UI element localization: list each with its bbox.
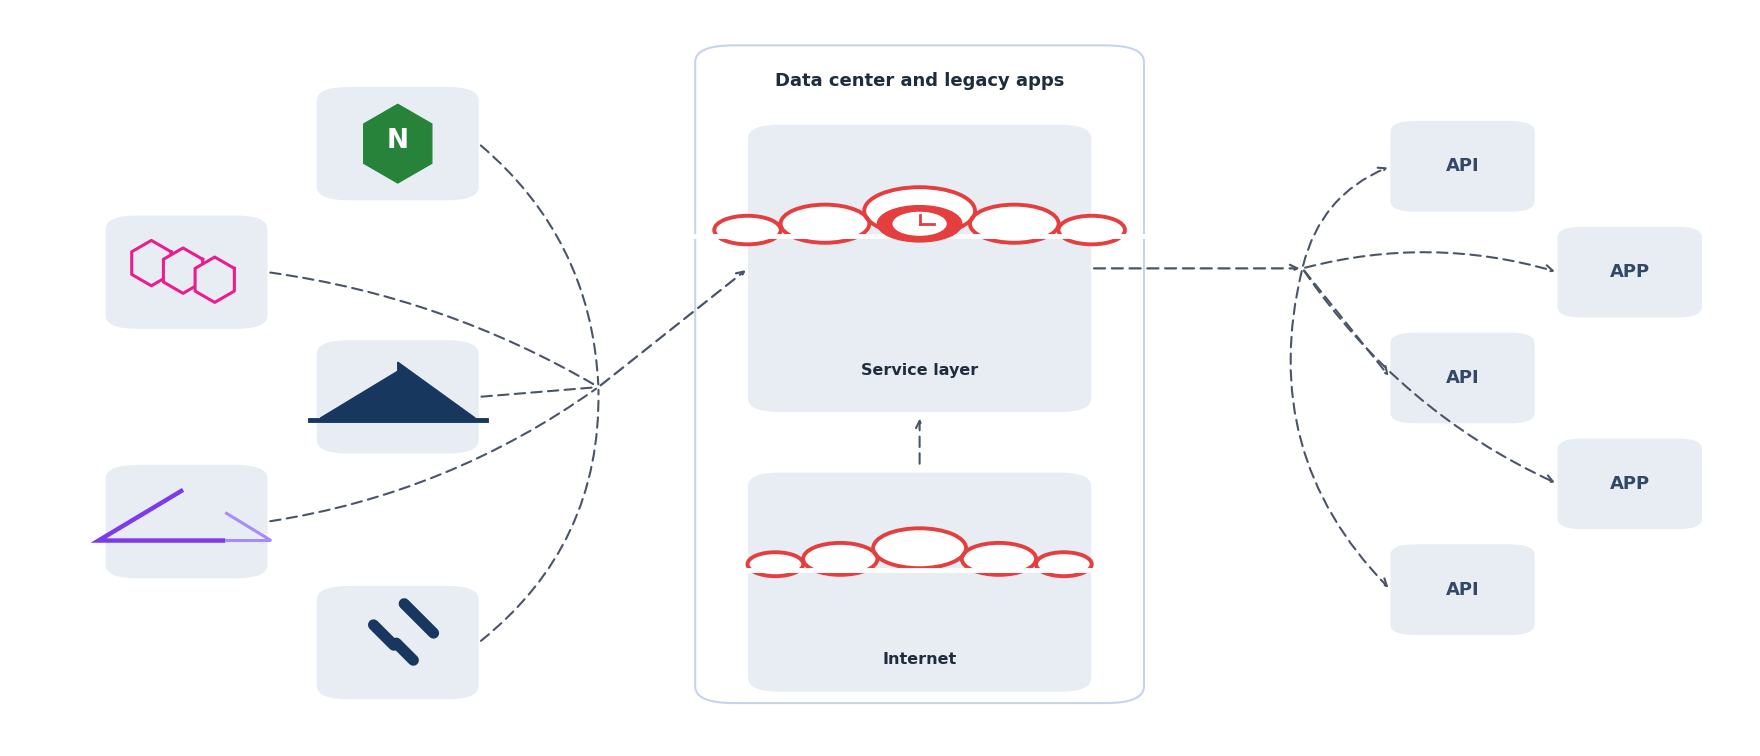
Text: Data center and legacy apps: Data center and legacy apps bbox=[774, 72, 1065, 90]
Circle shape bbox=[864, 187, 975, 235]
Circle shape bbox=[892, 212, 947, 235]
Circle shape bbox=[1037, 552, 1091, 576]
Circle shape bbox=[715, 215, 781, 244]
Circle shape bbox=[1058, 215, 1125, 244]
Text: Internet: Internet bbox=[882, 652, 957, 668]
FancyBboxPatch shape bbox=[1558, 227, 1702, 318]
Circle shape bbox=[781, 205, 869, 243]
Polygon shape bbox=[195, 257, 234, 302]
Circle shape bbox=[803, 543, 878, 575]
Polygon shape bbox=[164, 248, 202, 293]
FancyBboxPatch shape bbox=[106, 215, 268, 329]
FancyBboxPatch shape bbox=[317, 340, 479, 454]
Text: Service layer: Service layer bbox=[861, 363, 979, 378]
Text: API: API bbox=[1445, 157, 1480, 175]
FancyBboxPatch shape bbox=[317, 586, 479, 699]
FancyBboxPatch shape bbox=[1390, 544, 1535, 635]
Polygon shape bbox=[132, 240, 171, 286]
Text: APP: APP bbox=[1610, 475, 1649, 493]
Polygon shape bbox=[364, 104, 431, 183]
Text: API: API bbox=[1445, 369, 1480, 387]
Circle shape bbox=[961, 543, 1037, 575]
Circle shape bbox=[876, 206, 961, 242]
FancyBboxPatch shape bbox=[317, 87, 479, 200]
Polygon shape bbox=[320, 371, 398, 418]
Circle shape bbox=[970, 205, 1058, 243]
Polygon shape bbox=[398, 362, 475, 418]
Text: API: API bbox=[1445, 581, 1480, 599]
Text: APP: APP bbox=[1610, 263, 1649, 281]
FancyBboxPatch shape bbox=[1390, 333, 1535, 423]
FancyBboxPatch shape bbox=[695, 45, 1144, 703]
FancyBboxPatch shape bbox=[1558, 438, 1702, 529]
Circle shape bbox=[873, 528, 966, 569]
Circle shape bbox=[748, 552, 803, 576]
FancyBboxPatch shape bbox=[748, 472, 1091, 692]
FancyBboxPatch shape bbox=[1390, 121, 1535, 212]
FancyBboxPatch shape bbox=[106, 465, 268, 578]
Text: N: N bbox=[387, 129, 408, 154]
FancyBboxPatch shape bbox=[748, 125, 1091, 412]
